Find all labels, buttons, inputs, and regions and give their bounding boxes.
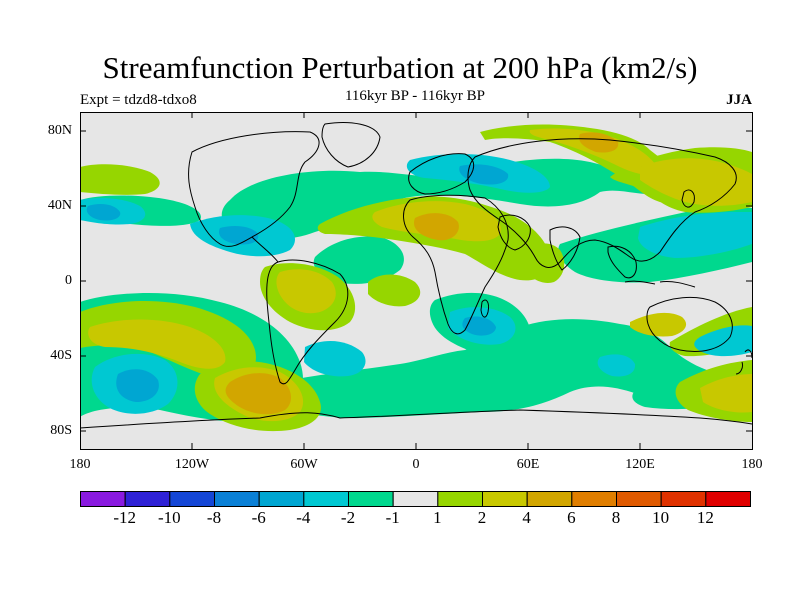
colorbar-label: -8: [206, 508, 222, 527]
coastline-antarctica: [80, 409, 752, 429]
coastline-south-america: [266, 259, 349, 385]
contour-band-south-atlantic-low: [304, 340, 366, 377]
colorbar-label: -4: [296, 508, 311, 527]
lon-label-180-east: 180: [741, 457, 763, 472]
coastline-north-america: [188, 131, 320, 247]
lat-label-0: 0: [65, 273, 72, 288]
colorbar-swatch: [258, 491, 305, 507]
colorbar-swatch: [348, 491, 394, 507]
contour-band-siberia: [529, 128, 660, 175]
period-label: 116kyr BP - 116kyr BP: [344, 88, 485, 104]
lon-label-180-west: 180: [69, 457, 91, 472]
colorbar-label: 4: [522, 508, 531, 527]
coastline-madagascar: [480, 299, 489, 318]
coastline-southeast-asia: [607, 245, 637, 279]
colorbar-label: -2: [340, 508, 356, 527]
contour-band-australia-south: [630, 312, 687, 337]
contour-band-north-africa-max: [413, 213, 459, 241]
colorbar-swatch: [437, 491, 483, 507]
colorbar-swatch: [616, 491, 662, 507]
contour-band-central-asia-core: [459, 164, 509, 185]
contour-band-south-pacific-core: [116, 369, 159, 402]
coastline-europe: [408, 153, 475, 195]
colorbar-swatch: [571, 491, 617, 507]
lon-label-60e: 60E: [516, 457, 540, 472]
contour-band-east-asia: [640, 158, 752, 206]
colorbar-swatch: [124, 491, 171, 507]
coastline-indonesia: [624, 280, 696, 288]
lon-label-60w: 60W: [290, 457, 318, 472]
colorbar-swatch: [169, 491, 215, 507]
colorbar-label: 10: [652, 508, 670, 527]
lat-label-80n: 80N: [47, 123, 72, 138]
coastline-australia: [646, 297, 733, 352]
colorbar-swatch: [660, 491, 707, 507]
colorbar-swatch: [526, 491, 573, 507]
colorbar-swatch: [482, 491, 528, 507]
contour-band-southern-ocean: [280, 319, 752, 419]
colorbar-label: 8: [611, 508, 621, 527]
contour-band-indian-ocean-low: [597, 354, 636, 377]
lat-label-40s: 40S: [50, 348, 72, 363]
contour-band-southeast-pacific-core: [225, 373, 292, 415]
axis-ticks: [80, 112, 752, 449]
lat-label-80s: 80S: [50, 423, 72, 438]
contour-band-south-pacific-far-east: [700, 374, 752, 413]
contour-band-subtropical-south-pacific: [88, 319, 226, 369]
lon-label-120w: 120W: [174, 457, 210, 472]
colorbar-swatch: [214, 491, 260, 507]
contour-band-madagascar-core: [462, 316, 496, 336]
figure-title: Streamfunction Perturbation at 200 hPa (…: [102, 50, 698, 85]
colorbar-swatch: [392, 491, 439, 507]
streamfunction-map: [80, 112, 753, 450]
coastlines: [80, 122, 752, 429]
coastline-asia: [467, 138, 737, 268]
colorbar-swatch: [705, 491, 751, 507]
coastline-greenland: [321, 122, 381, 168]
contour-band-west-pacific-low: [638, 212, 752, 258]
lat-label-40n: 40N: [47, 198, 72, 213]
contour-band-gulf-core: [218, 226, 259, 245]
contour-band-north-pacific-core: [86, 204, 121, 221]
season-label: JJA: [726, 92, 752, 108]
colorbar-label: -10: [157, 508, 181, 527]
lon-label-120e: 120E: [625, 457, 655, 472]
colorbar-label: 6: [567, 508, 576, 527]
contour-band-amazon: [276, 269, 336, 314]
coastline-japan: [681, 189, 695, 208]
colorbar-label: -12: [113, 508, 136, 527]
coastline-africa: [403, 194, 509, 335]
colorbar-swatch: [80, 491, 126, 507]
contour-band-southwest-pacific-low: [694, 325, 752, 357]
coastline-central-america: [251, 236, 279, 263]
colorbar: [80, 491, 751, 507]
colorbar-label: 1: [433, 508, 442, 527]
colorbar-swatch: [303, 491, 349, 507]
coastline-arabia: [497, 214, 531, 251]
contour-band-south-atlantic: [368, 274, 421, 307]
colorbar-label: -6: [251, 508, 266, 527]
colorbar-label: -1: [385, 508, 400, 527]
experiment-label: Expt = tdzd8-tdxo8: [80, 92, 197, 108]
colorbar-label: 12: [696, 508, 714, 527]
contour-band-arctic-core: [579, 132, 619, 153]
lon-label-0: 0: [412, 457, 420, 472]
colorbar-label: 2: [477, 508, 487, 527]
contour-band-north-pacific-west: [80, 164, 160, 195]
coastline-india: [549, 226, 581, 271]
